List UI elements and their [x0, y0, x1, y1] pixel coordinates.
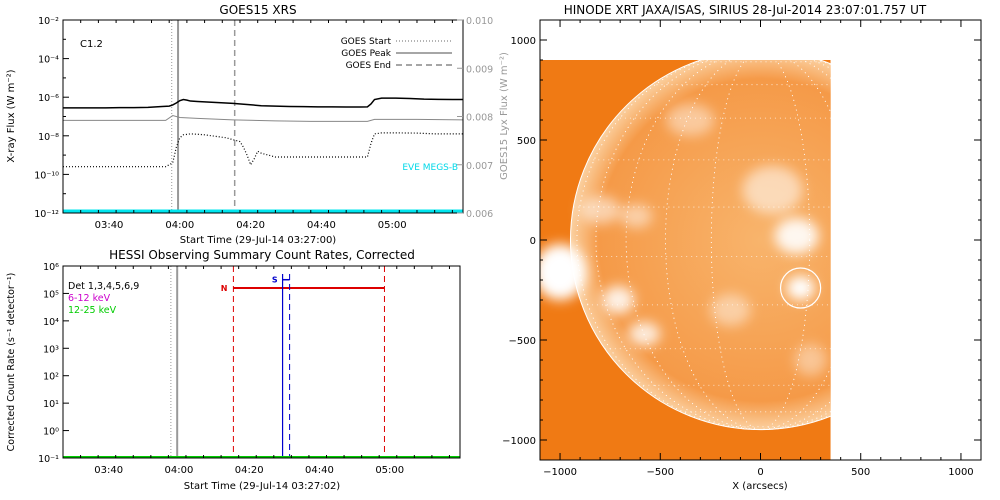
goes-y2tick-label: 0.006: [466, 209, 493, 220]
bright-region: [794, 344, 827, 376]
legend-12-25kev: 12-25 keV: [68, 305, 117, 316]
goes-y2tick-label: 0.008: [466, 113, 493, 124]
xrt-xtick-label: 1000: [948, 467, 973, 478]
goes-class-label: C1.2: [80, 39, 103, 50]
goes-ytick-label: 10⁻⁸: [38, 132, 59, 143]
bright-region: [620, 204, 653, 228]
hessi-plot-frame: [62, 265, 461, 459]
xrt-ytick-label: 0: [530, 236, 536, 247]
goes-y2-axis: 0.006 0.007 0.008 0.009 0.010: [457, 16, 493, 220]
xrt-ytick-label: 500: [517, 136, 536, 147]
xrt-ytick-label: −500: [509, 336, 536, 347]
sun-disk: [570, 60, 831, 430]
solar-limb: [570, 60, 831, 431]
eve-label: EVE MEGS-B: [402, 163, 458, 173]
goes-ytick-label: 10⁻¹²: [34, 209, 59, 220]
xrt-y-axis: −1000 −500 0 500 1000: [502, 36, 981, 447]
goes-panel: GOES15 XRS 03:40 04:00 04:20 04:40 05:00 10⁻…: [6, 3, 510, 246]
goes-plot-frame: [62, 19, 464, 214]
hessi-legend: Det 1,3,4,5,6,9 6-12 keV 12-25 keV: [68, 281, 139, 316]
xrt-xtick-label: −1000: [543, 467, 577, 478]
goes-series-lyman: [63, 114, 464, 122]
saa-label: S: [272, 276, 278, 285]
goes-ytick-label: 10⁻⁶: [38, 93, 59, 104]
hessi-y-axis: 10⁻¹ 10⁰ 10¹ 10² 10³ 10⁴ 10⁵ 10⁶: [38, 262, 69, 465]
goes-series-short: [63, 132, 463, 168]
xrt-ytick-label: −1000: [502, 436, 536, 447]
hessi-ytick-label: 10⁴: [43, 317, 59, 328]
legend-goes-peak: GOES Peak: [341, 49, 391, 59]
hessi-ytick-label: 10⁶: [43, 262, 59, 273]
goes-y-label: X-ray Flux (W m⁻²): [6, 69, 17, 162]
goes-plot-area: [63, 20, 464, 214]
hessi-xtick-label: 04:00: [165, 465, 194, 476]
goes-xtick-label: 04:00: [165, 220, 194, 231]
hessi-ytick-label: 10⁰: [43, 427, 59, 438]
goes-x-axis: 03:40 04:00 04:20 04:40 05:00: [62, 20, 453, 231]
goes-xtick-label: 04:20: [236, 220, 265, 231]
goes-legend: GOES Start GOES Peak GOES End: [341, 37, 452, 71]
hessi-xtick-label: 04:40: [305, 465, 334, 476]
bright-region: [774, 218, 819, 254]
goes-series-long: [63, 97, 463, 109]
goes-y2tick-label: 0.010: [466, 16, 493, 27]
goes-y2-label: GOES15 Lyx Flux (W m⁻²): [499, 52, 510, 180]
hessi-x-axis: 03:40 04:00 04:20 04:40 05:00: [62, 266, 450, 476]
bright-region: [602, 286, 635, 314]
flare-location-circle: [779, 267, 822, 309]
xrt-panel: HINODE XRT JAXA/ISAS, SIRIUS 28-Jul-2014…: [502, 3, 982, 492]
goes-y2tick-label: 0.007: [466, 161, 493, 172]
hessi-ytick-label: 10²: [43, 372, 59, 383]
bright-region: [786, 276, 815, 300]
xrt-ytick-label: 1000: [511, 36, 536, 47]
xrt-xtick-label: 0: [757, 467, 763, 478]
legend-6-12kev: 6-12 keV: [68, 293, 111, 304]
hessi-title: HESSI Observing Summary Count Rates, Cor…: [109, 248, 415, 262]
goes-y2tick-label: 0.009: [466, 64, 493, 75]
goes-y-axis: 10⁻¹² 10⁻¹⁰ 10⁻⁸ 10⁻⁶ 10⁻⁴ 10⁻²: [34, 16, 69, 220]
goes-title: GOES15 XRS: [219, 3, 296, 17]
goes-x-label: Start Time (29-Jul-14 03:27:00): [180, 235, 337, 246]
goes-ytick-label: 10⁻²: [38, 16, 59, 27]
night-label: N: [221, 284, 228, 293]
xrt-title: HINODE XRT JAXA/ISAS, SIRIUS 28-Jul-2014…: [564, 3, 927, 17]
hessi-ytick-label: 10¹: [43, 399, 59, 410]
legend-goes-end: GOES End: [346, 61, 391, 71]
hessi-ytick-label: 10³: [43, 344, 59, 355]
active-regions: [540, 104, 827, 376]
hessi-ytick-label: 10⁵: [43, 289, 59, 300]
goes-ytick-label: 10⁻¹⁰: [34, 170, 59, 181]
hessi-xtick-label: 03:40: [94, 465, 123, 476]
legend-goes-start: GOES Start: [341, 37, 392, 47]
hessi-plot-area: NS: [63, 266, 460, 458]
bright-region: [666, 104, 715, 136]
xrt-x-axis: −1000 −500 0 500 1000: [543, 20, 974, 478]
bright-region: [742, 166, 803, 214]
xrt-xtick-label: 500: [851, 467, 870, 478]
hessi-panel: HESSI Observing Summary Count Rates, Cor…: [6, 248, 461, 492]
goes-ytick-label: 10⁻⁴: [38, 55, 59, 66]
goes-xtick-label: 05:00: [378, 220, 407, 231]
legend-det: Det 1,3,4,5,6,9: [68, 281, 139, 292]
goes-xtick-label: 04:40: [307, 220, 336, 231]
bright-region: [580, 196, 621, 224]
heliographic-grid: [571, 60, 831, 430]
xrt-image: [540, 60, 831, 460]
bright-region: [710, 294, 751, 326]
hessi-xtick-label: 05:00: [375, 465, 404, 476]
xrt-x-label: X (arcsecs): [732, 481, 788, 492]
bright-region: [628, 322, 661, 346]
hessi-xtick-label: 04:20: [235, 465, 264, 476]
bright-region: [540, 244, 587, 300]
xrt-xtick-label: −500: [647, 467, 674, 478]
goes-xtick-label: 03:40: [95, 220, 124, 231]
hessi-ytick-label: 10⁻¹: [38, 454, 59, 465]
grid-longitude: [576, 60, 831, 430]
hessi-x-label: Start Time (29-Jul-14 03:27:02): [184, 481, 341, 492]
hessi-y-label: Corrected Count Rate (s⁻¹ detector⁻¹): [6, 273, 17, 452]
